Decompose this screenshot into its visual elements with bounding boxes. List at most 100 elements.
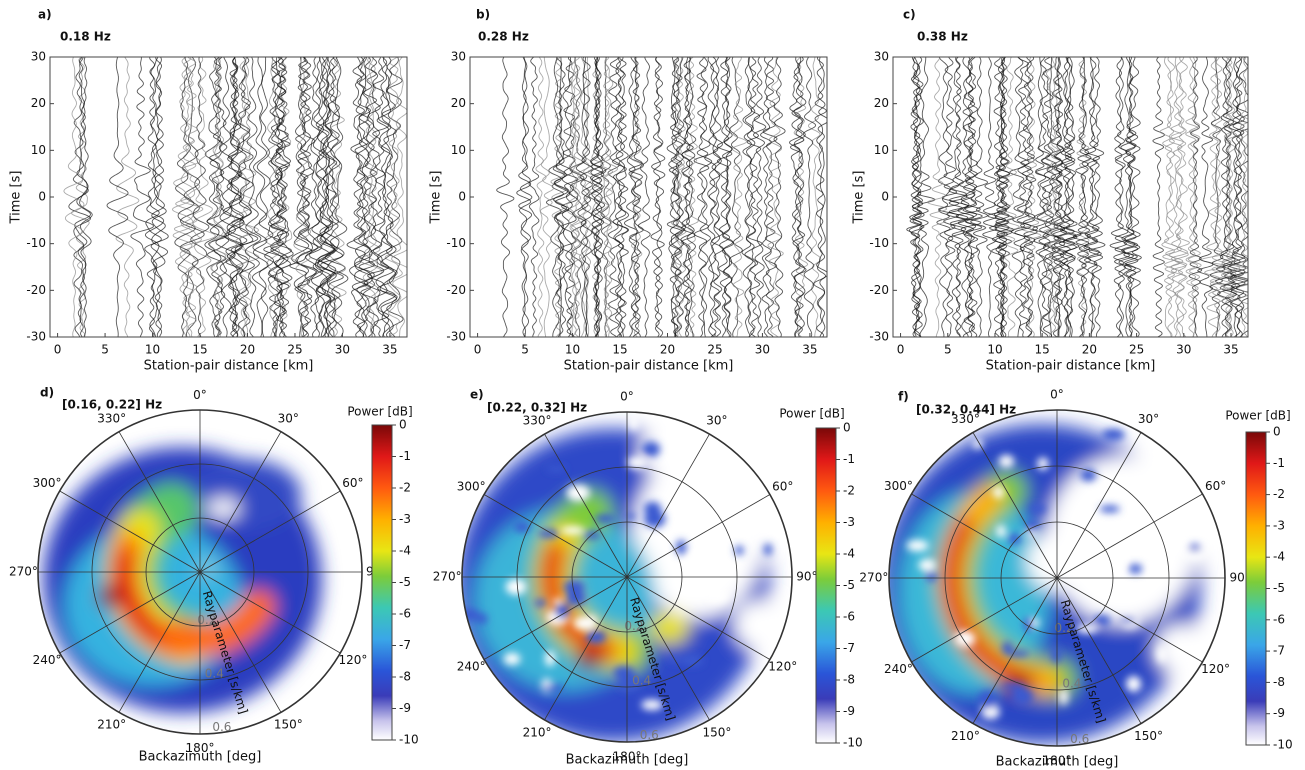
wiggle-trace <box>359 57 383 337</box>
panel-title: [0.16, 0.22] Hz <box>62 398 162 412</box>
spoke <box>544 433 628 578</box>
panel-label: b) <box>476 8 490 22</box>
theta-tick-label: 180° <box>1043 754 1072 768</box>
wiggle-trace <box>753 57 767 337</box>
wiggle-trace <box>696 57 713 337</box>
noise-blob <box>594 514 616 523</box>
wiggle-trace <box>552 57 571 337</box>
spoke <box>118 571 201 713</box>
wiggle-trace <box>550 57 567 337</box>
spoke <box>626 433 710 578</box>
wiggle-trace <box>982 57 998 337</box>
wiggle-trace <box>496 57 515 337</box>
wiggle-trace <box>1009 57 1026 337</box>
power-texture <box>889 424 1206 744</box>
theta-tick-label: 0° <box>193 388 207 402</box>
theta-tick-label: 330° <box>951 412 980 426</box>
wiggle-trace <box>516 57 532 337</box>
wiggle-trace <box>616 57 630 337</box>
wiggle-trace <box>1113 57 1130 337</box>
noise-blob <box>1152 507 1166 524</box>
wiggle-trace <box>1170 57 1189 337</box>
wiggle-trace <box>746 57 763 337</box>
colorbar-tick-label: 0 <box>1273 425 1281 439</box>
y-tick-label: 30 <box>31 50 46 64</box>
colorbar-label: Power [dB] <box>1225 409 1290 423</box>
noise-blob <box>675 539 687 555</box>
wiggle-trace <box>1221 57 1241 337</box>
noise-blob <box>763 543 773 556</box>
panel: c)0.38 Hz 0 5 10 15 20 25 30 35 -30 -20 -10 0 10 20 30 S… <box>852 8 1249 374</box>
wiggle-trace <box>151 57 169 337</box>
spoke <box>1056 493 1203 579</box>
noise-blob <box>1011 688 1033 706</box>
wiggle-trace <box>1076 57 1091 337</box>
wiggle-trace <box>579 57 593 337</box>
theta-tick-label: 150° <box>1134 729 1163 743</box>
y-tick-label: 10 <box>31 143 46 157</box>
wiggle-trace <box>367 57 390 337</box>
panel-title: [0.32, 0.44] Hz <box>916 403 1016 417</box>
theta-tick-label: 240° <box>884 662 913 676</box>
colorbar-tick-label: -9 <box>399 701 411 715</box>
y-axis-label: Time [s] <box>9 171 24 225</box>
wiggle-trace <box>150 57 169 337</box>
wiggle-trace <box>607 57 621 337</box>
r-tick-label: 0.4 <box>1062 676 1081 690</box>
wiggle-trace <box>570 57 584 337</box>
noise-blob <box>680 654 704 667</box>
colorbar <box>815 427 837 744</box>
spoke <box>483 494 628 578</box>
panel-title: 0.18 Hz <box>60 30 111 44</box>
colorbar-tick-label: -1 <box>1273 456 1285 470</box>
wiggle-trace <box>732 57 747 337</box>
noise-blob <box>563 580 585 594</box>
y-tick-label: -30 <box>446 330 466 344</box>
spoke <box>59 571 201 654</box>
colorbar-tick-label: -8 <box>843 673 855 687</box>
wiggle-trace <box>328 57 349 337</box>
y-tick-label: 10 <box>451 143 466 157</box>
wiggle-trace <box>1019 57 1038 337</box>
theta-tick-label: 180° <box>186 741 215 755</box>
wiggle-trace <box>328 57 347 337</box>
x-tick-label: 35 <box>802 343 817 357</box>
colorbar-tick-label: -3 <box>399 512 411 526</box>
panel-label: c) <box>903 8 916 22</box>
wiggle-trace <box>816 57 827 337</box>
spoke <box>1056 577 1203 663</box>
theta-tick-label: 30° <box>706 414 727 428</box>
noise-blob <box>553 598 563 606</box>
noise-blob <box>973 438 983 450</box>
noise-blob <box>1093 615 1111 627</box>
power-blob <box>97 584 121 608</box>
noise-blob <box>643 510 666 528</box>
noise-blob <box>641 441 661 457</box>
noise-blob <box>1120 617 1137 624</box>
spoke <box>59 490 201 573</box>
wiggle-trace <box>704 57 719 337</box>
noise-blob <box>1153 565 1165 583</box>
noise-blob <box>1059 688 1068 706</box>
wiggle-trace <box>79 57 93 337</box>
noise-blob <box>998 454 1015 468</box>
wiggle-trace <box>994 57 1010 337</box>
y-tick-label: 30 <box>874 50 889 64</box>
wiggle-trace <box>1041 57 1055 337</box>
wiggle-trace <box>275 57 292 337</box>
wiggle-trace <box>793 57 809 337</box>
colorbar-tick-label: -9 <box>843 704 855 718</box>
y-tick-label: -30 <box>869 330 889 344</box>
noise-blob <box>628 415 639 431</box>
theta-tick-label: 120° <box>768 659 797 673</box>
wiggle-trace <box>926 57 948 337</box>
wiggle-traces <box>63 57 407 337</box>
noise-texture <box>462 415 773 711</box>
x-tick-label: 25 <box>287 343 302 357</box>
noise-blob <box>1111 557 1123 568</box>
wiggle-trace <box>190 57 210 337</box>
noise-blob <box>1128 563 1143 574</box>
noise-blob <box>1023 616 1033 633</box>
wiggle-trace <box>1209 57 1227 337</box>
wiggle-trace <box>741 57 754 337</box>
